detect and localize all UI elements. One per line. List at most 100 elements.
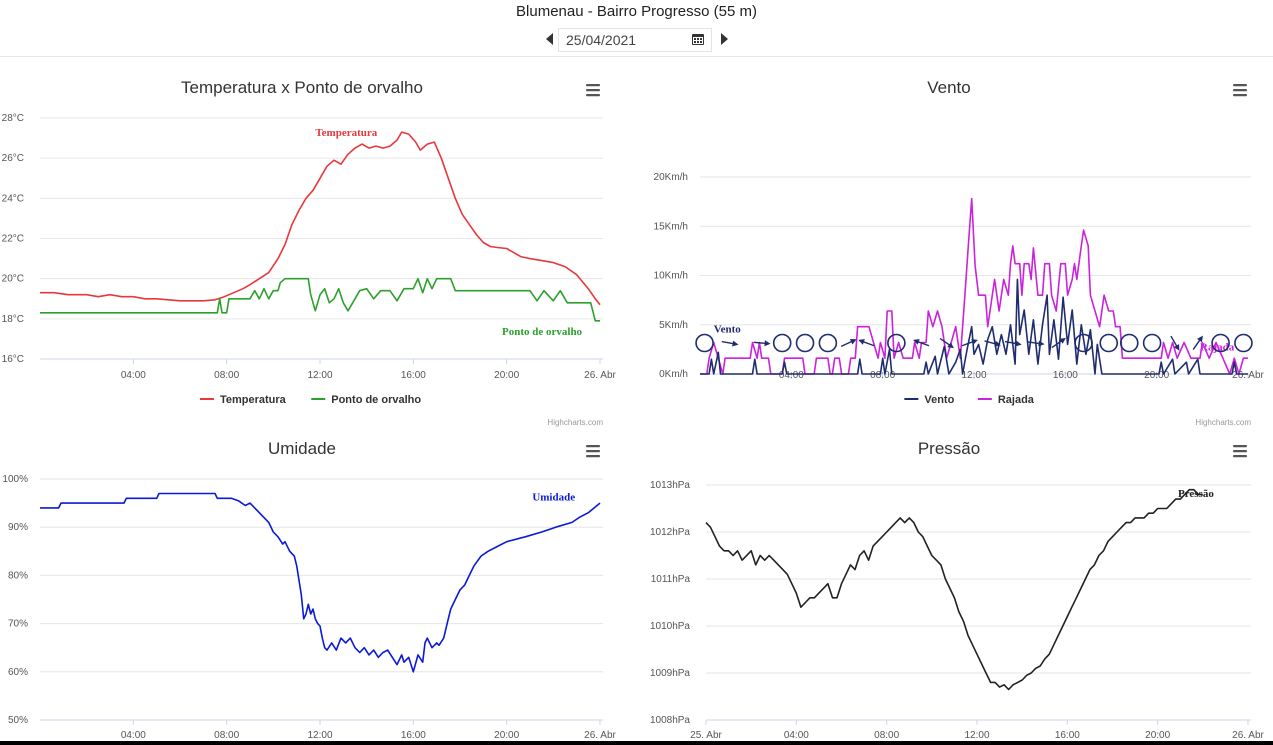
wind-chart: Vento 0Km/h 5Km/h 10Km/h 15Km/h 20Km/h 04:00 08… xyxy=(654,78,1265,427)
series-label: Ponto de orvalho xyxy=(502,326,583,338)
y-tick-label: 1010hPa xyxy=(650,621,690,632)
legend-item[interactable]: Rajada xyxy=(998,394,1035,406)
y-tick-label: 80% xyxy=(8,570,28,581)
menu-bar[interactable] xyxy=(1233,450,1247,453)
series-label: Temperatura xyxy=(315,127,377,139)
calm-marker xyxy=(795,333,815,353)
highcharts-credit[interactable]: Highcharts.com xyxy=(1195,418,1251,427)
y-tick-label: 28°C xyxy=(2,113,24,124)
x-tick-label: 20:00 xyxy=(494,370,519,381)
legend-item[interactable]: Vento xyxy=(924,394,954,406)
menu-bar[interactable] xyxy=(586,84,600,87)
arrow-head xyxy=(913,339,920,345)
date-input[interactable]: 25/04/2021 xyxy=(558,28,712,52)
x-tick-label: 26. Abr xyxy=(1232,370,1264,381)
x-tick-label: 08:00 xyxy=(214,730,239,741)
wind-direction-arrow-icon xyxy=(961,339,978,347)
y-tick-label: 1011hPa xyxy=(651,574,691,585)
y-tick-label: 16°C xyxy=(2,354,24,365)
calm-marker xyxy=(887,333,906,353)
x-tick-label: 25. Abr xyxy=(690,730,722,741)
humidity-chart-panel: Umidade 50% 60% 70% 80% 90% 100% 04:00 08:00 12:0… xyxy=(0,430,636,745)
calm-marker xyxy=(818,333,838,353)
calm-marker xyxy=(1234,333,1253,353)
menu-bar[interactable] xyxy=(586,445,600,448)
x-tick-label: 04:00 xyxy=(779,370,804,381)
arrow-head xyxy=(1173,344,1180,351)
prev-day-button[interactable] xyxy=(546,33,553,45)
x-tick-label: 16:00 xyxy=(401,730,426,741)
series-line-ponto-de-orvalho xyxy=(40,277,600,322)
menu-bar[interactable] xyxy=(1233,84,1247,87)
arrow-head xyxy=(947,342,954,349)
wind-direction-arrow-icon xyxy=(913,339,930,347)
wind-direction-arrow-icon xyxy=(1004,340,1022,347)
menu-bar[interactable] xyxy=(1233,455,1247,458)
temperature-chart: Temperatura x Ponto de orvalho 16°C 18°C 20… xyxy=(2,78,617,427)
y-tick-label: 100% xyxy=(2,474,28,485)
menu-bar[interactable] xyxy=(1233,445,1247,448)
x-tick-label: 12:00 xyxy=(964,730,989,741)
x-tick-label: 26. Abr xyxy=(1232,730,1264,741)
y-tick-label: 5Km/h xyxy=(659,320,688,331)
chart-menu-icon[interactable] xyxy=(1233,445,1247,458)
calm-marker xyxy=(695,333,714,353)
humidity-chart: Umidade 50% 60% 70% 80% 90% 100% 04:00 08:00 12:0… xyxy=(2,439,616,741)
y-tick-label: 60% xyxy=(8,667,28,678)
chart-menu-icon[interactable] xyxy=(586,84,600,97)
y-tick-label: 20Km/h xyxy=(654,172,688,183)
wind-direction-arrow-icon xyxy=(1027,340,1045,347)
x-tick-label: 12:00 xyxy=(307,370,332,381)
wind-direction-arrow-icon xyxy=(840,339,857,348)
series-label: Umidade xyxy=(532,492,575,504)
next-day-button[interactable] xyxy=(721,33,728,45)
menu-bar[interactable] xyxy=(586,94,600,97)
y-tick-label: 20°C xyxy=(2,274,24,285)
menu-bar[interactable] xyxy=(586,450,600,453)
calendar-icon[interactable] xyxy=(692,34,704,45)
x-tick-label: 26. Abr xyxy=(584,730,616,741)
x-tick-label: 16:00 xyxy=(1053,370,1078,381)
arrow-head xyxy=(1038,340,1045,347)
x-tick-label: 08:00 xyxy=(874,730,899,741)
y-tick-label: 15Km/h xyxy=(654,221,688,232)
series-line-vento xyxy=(700,278,1248,375)
menu-bar[interactable] xyxy=(1233,89,1247,92)
y-tick-label: 1008hPa xyxy=(650,715,690,726)
wind-direction-arrow-icon xyxy=(1170,335,1180,351)
arrow-head xyxy=(994,340,1001,347)
chart-menu-icon[interactable] xyxy=(586,445,600,458)
y-tick-label: 1013hPa xyxy=(650,480,690,491)
calm-marker xyxy=(1119,333,1139,353)
y-tick-label: 1012hPa xyxy=(650,527,690,538)
legend-item[interactable]: Temperatura xyxy=(220,394,287,406)
chart-title: Vento xyxy=(927,78,971,97)
calm-marker xyxy=(1211,333,1230,353)
legend-item[interactable]: Ponto de orvalho xyxy=(331,394,421,406)
chart-title: Umidade xyxy=(268,439,336,458)
pressure-chart: Pressão 1008hPa 1009hPa 1010hPa 1011hPa 1012h… xyxy=(650,439,1265,741)
arrow-head xyxy=(1015,340,1022,347)
arrow-head xyxy=(764,340,771,347)
y-tick-label: 18°C xyxy=(2,314,24,325)
chart-menu-icon[interactable] xyxy=(1233,84,1247,97)
y-tick-label: 1009hPa xyxy=(650,668,690,679)
temperature-chart-panel: Temperatura x Ponto de orvalho 16°C 18°C 20… xyxy=(0,58,636,430)
station-title: Blumenau - Bairro Progresso (55 m) xyxy=(516,3,757,20)
calm-marker xyxy=(1142,333,1162,353)
highcharts-credit[interactable]: Highcharts.com xyxy=(547,418,603,427)
menu-bar[interactable] xyxy=(1233,94,1247,97)
arrow-head xyxy=(858,339,865,345)
wind-direction-arrow-icon xyxy=(753,340,771,347)
x-tick-label: 16:00 xyxy=(401,370,426,381)
y-tick-label: 90% xyxy=(8,522,28,533)
x-tick-label: 04:00 xyxy=(121,730,146,741)
wind-chart-panel: Vento 0Km/h 5Km/h 10Km/h 15Km/h 20Km/h 04:00 08… xyxy=(636,58,1273,430)
x-tick-label: 12:00 xyxy=(307,730,332,741)
y-tick-label: 0Km/h xyxy=(659,369,688,380)
menu-bar[interactable] xyxy=(586,455,600,458)
wind-direction-arrow-icon xyxy=(721,340,739,347)
menu-bar[interactable] xyxy=(586,89,600,92)
x-tick-label: 04:00 xyxy=(121,370,146,381)
pressure-chart-panel: Pressão 1008hPa 1009hPa 1010hPa 1011hPa 1012h… xyxy=(636,430,1273,745)
